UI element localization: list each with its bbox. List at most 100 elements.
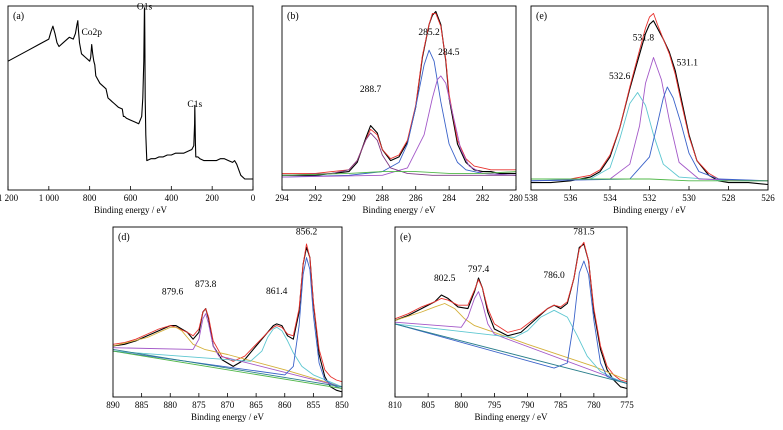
panel-label: (e) (536, 11, 547, 22)
series-line (112, 350, 343, 389)
series-line (112, 326, 343, 388)
series-line (281, 49, 517, 178)
peak-label: 532.6 (609, 72, 631, 82)
panel-4: 890 885 880 875 870 865 860 855 850 Binding energ… (106, 226, 349, 422)
plot-frame (7, 5, 254, 191)
peak-label: 861.4 (266, 287, 288, 297)
x-axis-label: Binding energy / eV (362, 205, 436, 215)
x-tick-label: 790 (521, 400, 535, 410)
x-tick-label: 810 (388, 400, 402, 410)
x-axis-label: Binding energy / eV (191, 412, 265, 422)
panel-3: 538 536 534 532 530 528 526 Binding energy / eV… (524, 5, 775, 215)
x-tick-label: 780 (587, 400, 601, 410)
x-tick-label: 875 (192, 400, 206, 410)
x-axis-label: Binding energy / eV (474, 412, 548, 422)
x-tick-label: 785 (554, 400, 568, 410)
x-tick-label: 800 (455, 400, 469, 410)
x-tick-label: 280 (509, 193, 523, 203)
x-tick-label: 282 (476, 193, 490, 203)
series-line (282, 10, 516, 176)
peak-label: O1s (137, 3, 153, 13)
series-line (112, 243, 343, 383)
peak-label: Co2p (81, 28, 102, 38)
x-tick-label: 1 200 (0, 193, 19, 203)
peak-label: 797.4 (468, 265, 490, 275)
x-tick-label: 534 (603, 193, 617, 203)
peak-label: 781.5 (573, 228, 595, 238)
series-line (531, 12, 768, 182)
x-tick-label: 775 (620, 400, 634, 410)
x-tick-label: 885 (135, 400, 149, 410)
panel-label: (e) (400, 232, 411, 243)
panel-5: 810 805 800 795 790 785 780 775 Binding energy /… (388, 226, 634, 422)
peak-label: 879.6 (162, 288, 184, 298)
x-tick-label: 855 (307, 400, 321, 410)
series-line (394, 323, 628, 384)
peak-label: 786.0 (543, 271, 565, 281)
peak-label: 873.8 (195, 280, 217, 290)
series-line (394, 291, 628, 384)
x-tick-label: 532 (643, 193, 657, 203)
peak-label: 856.2 (296, 228, 318, 238)
peak-label: C1s (187, 100, 202, 110)
x-tick-label: 850 (335, 400, 349, 410)
series-line (281, 75, 517, 178)
panel-2: 294 292 290 288 286 284 282 280 Binding energy /… (275, 5, 523, 215)
series-line (394, 309, 628, 384)
panel-label: (b) (287, 11, 299, 22)
series-line (282, 12, 516, 174)
series-line (112, 326, 343, 388)
x-tick-label: 795 (488, 400, 502, 410)
x-tick-label: 286 (409, 193, 423, 203)
x-tick-label: 0 (251, 193, 256, 203)
x-tick-label: 288 (376, 193, 390, 203)
x-tick-label: 530 (682, 193, 696, 203)
x-tick-label: 805 (421, 400, 435, 410)
x-tick-label: 880 (164, 400, 178, 410)
plot-frame (281, 5, 517, 191)
series-line (394, 260, 628, 384)
x-axis-label: Binding energy / eV (94, 205, 168, 215)
x-tick-label: 860 (278, 400, 292, 410)
x-tick-label: 294 (275, 193, 289, 203)
series-line (531, 20, 769, 186)
panel-1: 1 200 1 000 800 600 400 200 0 Binding energy / … (0, 3, 256, 215)
x-tick-label: 526 (761, 193, 775, 203)
series-line (112, 348, 343, 388)
series-line (394, 241, 628, 383)
peak-label: 802.5 (434, 274, 456, 284)
x-tick-label: 1 000 (39, 193, 60, 203)
x-tick-label: 538 (524, 193, 538, 203)
panel-label: (d) (118, 232, 130, 243)
x-tick-label: 284 (442, 193, 456, 203)
x-tick-label: 400 (165, 193, 179, 203)
peak-label: 288.7 (360, 85, 382, 95)
x-tick-label: 536 (564, 193, 578, 203)
series-line (281, 171, 517, 176)
panel-label: (a) (13, 11, 24, 22)
x-tick-label: 800 (83, 193, 97, 203)
series-line (394, 243, 628, 390)
peak-label: 531.1 (677, 59, 699, 69)
peak-label: 531.8 (633, 33, 655, 43)
series-line (7, 7, 253, 180)
peak-label: 285.2 (418, 28, 440, 38)
x-tick-label: 528 (722, 193, 736, 203)
series-line (530, 92, 768, 182)
series-line (394, 303, 628, 381)
x-tick-label: 290 (342, 193, 356, 203)
series-line (530, 57, 769, 182)
peak-label: 284.5 (438, 48, 460, 58)
series-line (531, 178, 768, 182)
x-tick-label: 890 (106, 400, 120, 410)
series-line (112, 257, 343, 389)
series-line (112, 313, 343, 388)
series-line (530, 86, 769, 182)
x-tick-label: 600 (124, 193, 138, 203)
series-line (281, 132, 516, 176)
x-tick-label: 200 (205, 193, 219, 203)
x-tick-label: 292 (309, 193, 323, 203)
x-axis-label: Binding energy / eV (613, 205, 687, 215)
plot-frame (394, 226, 628, 398)
